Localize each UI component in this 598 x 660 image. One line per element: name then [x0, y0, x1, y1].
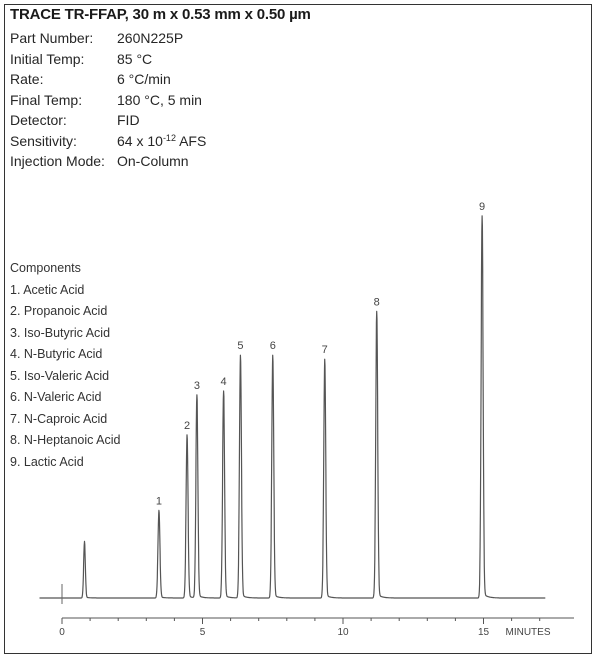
sensitivity-exponent: -12: [162, 132, 176, 143]
sensitivity-unit: AFS: [175, 132, 207, 149]
x-axis-label: MINUTES: [506, 627, 551, 638]
param-label: Sensitivity:: [10, 132, 77, 149]
component-item: 7. N-Caproic Acid: [10, 411, 108, 426]
components-list: Components 1. Acetic Acid 2. Propanoic A…: [10, 258, 120, 473]
column-title: TRACE TR-FFAP, 30 m x 0.53 mm x 0.50 µm: [10, 6, 311, 23]
component-item: 4. N-Butyric Acid: [10, 347, 103, 361]
component-item: 2. Propanoic Acid: [10, 304, 108, 318]
component-item: 6. N-Valeric Acid: [10, 390, 102, 404]
peak-label: 3: [194, 380, 200, 392]
peak-label: 6: [270, 340, 276, 352]
peak-label: 9: [479, 201, 485, 213]
param-label: Part Number:: [10, 30, 94, 46]
peak-label: 5: [237, 340, 243, 352]
x-tick-label: 5: [200, 627, 206, 638]
param-value: 6 °C/min: [117, 71, 171, 87]
component-item: 9. Lactic Acid: [10, 454, 84, 469]
param-row-sensitivity: Sensitivity: 64 x 10-12 AFS: [10, 131, 206, 152]
param-row-rate: Rate: 6 °C/min: [10, 69, 206, 90]
component-item: 1. Acetic Acid: [10, 282, 85, 297]
x-tick-label: 10: [337, 627, 349, 638]
param-row-detector: Detector: FID: [10, 110, 206, 131]
param-value: 180 °C, 5 min: [117, 91, 202, 108]
peak-label: 1: [156, 495, 162, 507]
component-item: 8. N-Heptanoic Acid: [10, 433, 121, 447]
param-row-initial-temp: Initial Temp: 85 °C: [10, 49, 206, 70]
peak-label: 2: [184, 420, 190, 432]
x-tick-label: 0: [59, 627, 65, 638]
chromatogram-panel: [4, 4, 592, 654]
method-parameters: Part Number: 260N225P Initial Temp: 85 °…: [10, 28, 206, 172]
param-value: FID: [117, 112, 140, 128]
param-label: Injection Mode:: [10, 153, 105, 169]
param-label: Initial Temp:: [10, 50, 85, 67]
param-row-part-number: Part Number: 260N225P: [10, 28, 206, 49]
param-label: Rate:: [10, 71, 44, 87]
param-row-final-temp: Final Temp: 180 °C, 5 min: [10, 90, 206, 111]
component-item: 3. Iso-Butyric Acid: [10, 325, 111, 340]
sensitivity-base: 64 x 10: [117, 132, 163, 149]
components-heading: Components: [10, 261, 81, 275]
param-label: Detector:: [10, 112, 67, 128]
peak-label: 7: [322, 344, 328, 356]
param-value: On-Column: [117, 153, 189, 169]
param-value: 64 x 10-12 AFS: [117, 131, 206, 152]
param-value: 85 °C: [117, 50, 153, 67]
peak-label: 4: [221, 376, 227, 388]
x-tick-label: 15: [478, 627, 490, 638]
param-value: 260N225P: [117, 30, 184, 46]
component-item: 5. Iso-Valeric Acid: [10, 368, 110, 383]
param-row-injection-mode: Injection Mode: On-Column: [10, 151, 206, 172]
param-label: Final Temp:: [10, 91, 83, 108]
peak-label: 8: [374, 296, 380, 308]
chromatogram-trace: [39, 215, 546, 599]
